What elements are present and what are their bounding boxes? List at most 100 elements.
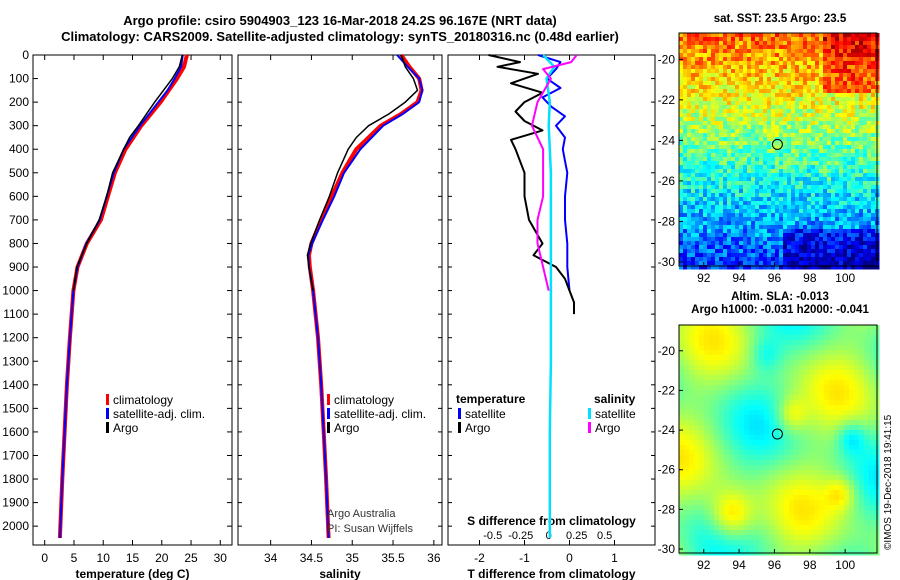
sst-cell bbox=[771, 97, 776, 102]
sst-cell bbox=[815, 93, 820, 98]
sla-cell bbox=[709, 450, 715, 456]
sla-cell bbox=[849, 405, 855, 411]
sst-cell bbox=[799, 161, 804, 166]
sst-cell bbox=[823, 165, 828, 170]
sla-cell bbox=[769, 490, 775, 496]
sla-cell bbox=[759, 335, 765, 341]
sla-cell bbox=[784, 470, 790, 476]
sst-cell bbox=[819, 221, 824, 226]
sla-cell bbox=[859, 425, 865, 431]
sst-cell bbox=[707, 249, 712, 254]
sst-cell bbox=[727, 193, 732, 198]
sst-cell bbox=[811, 253, 816, 258]
sst-cell bbox=[815, 205, 820, 210]
sla-cell bbox=[699, 540, 705, 546]
sst-cell bbox=[723, 161, 728, 166]
sst-cell bbox=[815, 253, 820, 258]
sst-cell bbox=[791, 189, 796, 194]
sst-cell bbox=[771, 77, 776, 82]
sst-cell bbox=[731, 149, 736, 154]
sst-cell bbox=[731, 105, 736, 110]
sst-cell bbox=[723, 221, 728, 226]
sst-cell bbox=[823, 109, 828, 114]
sst-cell bbox=[803, 197, 808, 202]
sla-cell bbox=[699, 400, 705, 406]
sla-cell bbox=[689, 350, 695, 356]
sst-cell bbox=[787, 33, 792, 38]
sst-cell bbox=[679, 153, 684, 158]
sla-cell bbox=[704, 505, 710, 511]
sla-cell bbox=[699, 510, 705, 516]
sst-cell bbox=[851, 61, 856, 66]
sst-cell bbox=[687, 169, 692, 174]
x2-tick-label: 0.25 bbox=[566, 530, 587, 542]
sla-cell bbox=[754, 525, 760, 531]
sla-cell bbox=[679, 430, 685, 436]
sst-cell bbox=[751, 197, 756, 202]
sst-cell bbox=[815, 105, 820, 110]
sla-cell bbox=[699, 355, 705, 361]
sst-cell bbox=[863, 157, 868, 162]
sst-cell bbox=[791, 157, 796, 162]
sst-cell bbox=[787, 169, 792, 174]
sst-cell bbox=[683, 105, 688, 110]
sla-cell bbox=[819, 370, 825, 376]
sla-cell bbox=[774, 415, 780, 421]
sst-cell bbox=[691, 129, 696, 134]
sst-cell bbox=[727, 261, 732, 266]
plot-frame bbox=[237, 54, 443, 546]
sla-cell bbox=[849, 390, 855, 396]
sla-cell bbox=[864, 480, 870, 486]
sla-cell bbox=[719, 530, 725, 536]
sst-cell bbox=[707, 257, 712, 262]
sla-cell bbox=[794, 480, 800, 486]
sst-cell bbox=[819, 237, 824, 242]
sla-cell bbox=[864, 325, 870, 331]
sla-cell bbox=[694, 475, 700, 481]
sla-cell bbox=[734, 375, 740, 381]
sla-cell bbox=[804, 430, 810, 436]
sst-cell bbox=[719, 97, 724, 102]
sla-cell bbox=[709, 525, 715, 531]
sla-cell bbox=[819, 475, 825, 481]
sst-cell bbox=[855, 189, 860, 194]
sst-cell bbox=[715, 45, 720, 50]
sst-cell bbox=[711, 245, 716, 250]
sst-cell bbox=[759, 37, 764, 42]
sla-cell bbox=[844, 405, 850, 411]
sst-cell bbox=[783, 141, 788, 146]
sla-cell bbox=[694, 400, 700, 406]
sst-cell bbox=[835, 109, 840, 114]
sst-cell bbox=[867, 141, 872, 146]
sla-cell bbox=[694, 345, 700, 351]
sst-cell bbox=[679, 121, 684, 126]
sst-cell bbox=[743, 169, 748, 174]
sla-cell bbox=[684, 360, 690, 366]
lat-tick-label: -28 bbox=[658, 214, 676, 228]
sst-cell bbox=[827, 41, 832, 46]
sla-cell bbox=[794, 520, 800, 526]
sst-cell bbox=[751, 189, 756, 194]
sst-cell bbox=[723, 113, 728, 118]
sla-cell bbox=[744, 480, 750, 486]
sla-cell bbox=[679, 350, 685, 356]
sst-cell bbox=[727, 217, 732, 222]
sst-cell bbox=[823, 189, 828, 194]
sst-cell bbox=[779, 137, 784, 142]
sst-cell bbox=[859, 209, 864, 214]
sst-cell bbox=[679, 101, 684, 106]
sst-cell bbox=[679, 257, 684, 262]
sst-cell bbox=[831, 173, 836, 178]
sst-cell bbox=[763, 189, 768, 194]
sst-cell bbox=[859, 81, 864, 86]
sst-cell bbox=[683, 173, 688, 178]
sla-cell bbox=[839, 410, 845, 416]
sst-cell bbox=[739, 225, 744, 230]
sla-cell bbox=[684, 440, 690, 446]
sla-cell bbox=[819, 465, 825, 471]
sla-cell bbox=[804, 405, 810, 411]
sst-cell bbox=[695, 205, 700, 210]
sla-cell bbox=[679, 460, 685, 466]
sla-cell bbox=[789, 420, 795, 426]
sla-cell bbox=[854, 425, 860, 431]
